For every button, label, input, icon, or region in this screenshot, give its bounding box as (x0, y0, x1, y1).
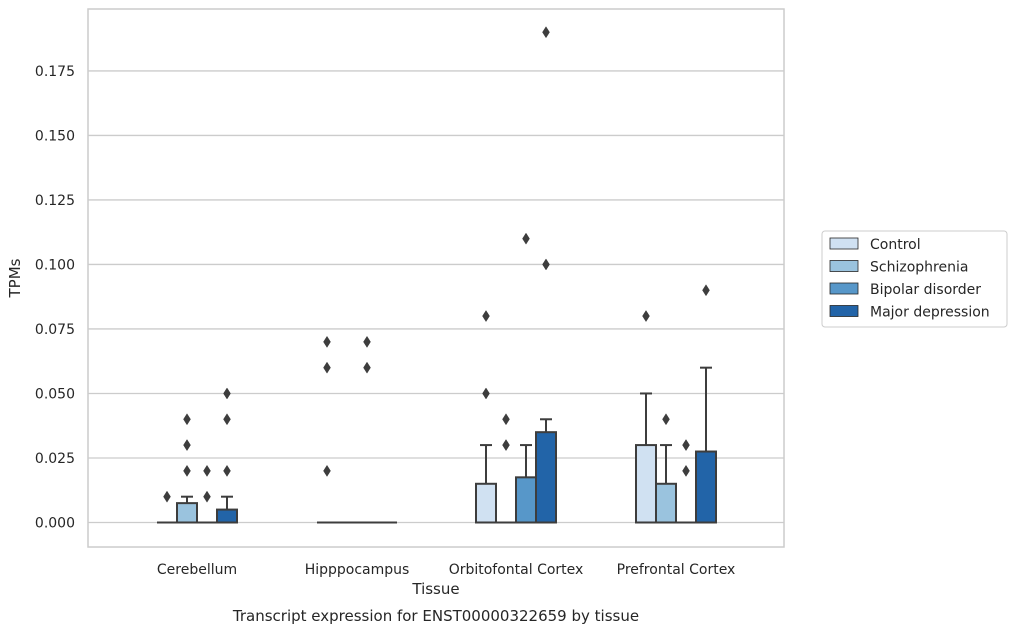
box-control (475, 310, 497, 524)
outlier-point (183, 413, 191, 426)
outlier-point (363, 335, 371, 348)
box-body (655, 482, 677, 524)
legend-swatch (829, 237, 859, 250)
box-body (515, 476, 537, 524)
box-body (535, 431, 557, 524)
outlier-point (183, 439, 191, 452)
legend-label: Major depression (870, 305, 990, 321)
y-tick-label: 0.100 (35, 257, 75, 273)
outlier-point (642, 310, 650, 323)
y-tick-label: 0.175 (35, 64, 75, 80)
box-body (695, 450, 717, 524)
y-tick-label: 0.150 (35, 128, 75, 144)
outlier-point (482, 387, 490, 400)
legend: Control Schizophrenia Bipolar disorder Majo… (821, 230, 1008, 328)
outlier-point (323, 464, 331, 477)
box-control (157, 490, 177, 524)
outlier-point (223, 387, 231, 400)
box-body (176, 502, 198, 524)
box-schizophrenia (496, 413, 516, 524)
y-axis-label: TPMs (6, 258, 24, 298)
outlier-point (203, 464, 211, 477)
legend-label: Schizophrenia (870, 260, 968, 276)
outlier-point (682, 464, 690, 477)
box-bipolar-disorder (357, 335, 377, 524)
outlier-point (542, 258, 550, 271)
y-tick-label: 0.050 (35, 386, 75, 402)
y-tick-label: 0.125 (35, 193, 75, 209)
x-tick-label: Hipppocampus (305, 562, 410, 578)
box-body (475, 482, 497, 524)
outlier-point (542, 26, 550, 39)
box-major-depression (695, 284, 717, 524)
legend-label: Control (870, 237, 921, 253)
outlier-point (223, 464, 231, 477)
outlier-point (223, 413, 231, 426)
outlier-point (363, 361, 371, 374)
outlier-point (163, 490, 171, 503)
outlier-point (662, 413, 670, 426)
box-bipolar-disorder (515, 232, 537, 524)
x-axis-label: Tissue (411, 580, 459, 598)
legend-swatch (829, 305, 859, 317)
box-major-depression (535, 26, 557, 524)
y-tick-label: 0.075 (35, 322, 75, 338)
box-schizophrenia (176, 413, 198, 524)
box-bipolar-disorder (197, 464, 217, 524)
outlier-point (502, 413, 510, 426)
y-tick-label: 0.025 (35, 451, 75, 467)
legend-items: Control Schizophrenia Bipolar disorder Majo… (829, 237, 990, 321)
y-tick-label: 0.000 (35, 515, 75, 531)
outlier-point (183, 464, 191, 477)
plot-frame (87, 8, 785, 548)
outlier-point (323, 335, 331, 348)
box-layer (157, 26, 717, 524)
legend-frame (821, 230, 1008, 328)
x-tick-label: Cerebellum (157, 562, 237, 578)
box-body (216, 508, 238, 524)
axis-layer: 0.000 0.025 0.050 0.075 0.100 0.125 0.150 0.175… (35, 64, 735, 578)
outlier-point (682, 439, 690, 452)
outlier-point (482, 310, 490, 323)
outlier-point (502, 439, 510, 452)
outlier-point (203, 490, 211, 503)
legend-swatch (829, 260, 859, 272)
x-tick-label: Prefrontal Cortex (617, 562, 736, 578)
grid-layer (88, 70, 784, 524)
box-body (635, 444, 657, 524)
box-schizophrenia (655, 413, 677, 524)
box-control (635, 310, 657, 524)
legend-label: Bipolar disorder (870, 282, 981, 298)
box-major-depression (216, 387, 238, 524)
outlier-point (323, 361, 331, 374)
box-bipolar-disorder (676, 439, 696, 524)
outlier-point (522, 232, 530, 245)
x-tick-label: Orbitofontal Cortex (449, 562, 584, 578)
chart-caption: Transcript expression for ENST0000032265… (232, 607, 639, 625)
box-control (317, 335, 337, 524)
outlier-point (702, 284, 710, 297)
legend-swatch (829, 282, 859, 295)
